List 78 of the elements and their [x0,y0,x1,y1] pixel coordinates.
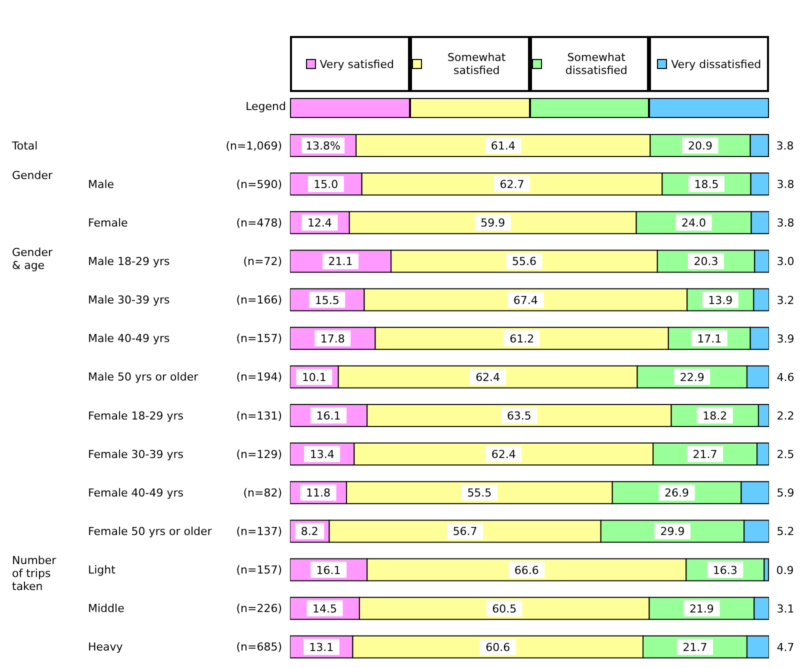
category-label: Female 30-39 yrs (n=129) [88,448,282,461]
data-label: 3.8 [776,216,794,230]
data-label: 56.7 [452,525,478,538]
data-label: 61.4 [490,139,516,152]
category-label: Middle (n=226) [88,602,282,616]
data-label: 22.9 [680,370,704,384]
data-label: 24.0 [682,216,706,230]
data-label: 3.8 [776,178,794,192]
data-label: 15.5 [314,294,340,307]
data-label: 16.1 [316,409,341,422]
category-label: Female (n=478) [88,216,282,230]
category-label: Female 18-29 yrs (n=131) [88,409,282,422]
data-label: 21.1 [328,255,353,268]
data-label: 4.7 [776,640,794,654]
data-label: 10.1 [302,370,326,384]
data-label: 59.9 [480,216,506,230]
category-label: Male 30-39 yrs (n=166) [88,294,282,307]
data-label: 13.1 [309,640,334,654]
data-label: 17.8 [320,332,345,346]
data-label: 12.4 [307,216,332,230]
data-label: 67.4 [513,294,538,307]
data-label: 18.5 [694,178,719,192]
data-label: 2.2 [776,409,794,422]
category-label: Male 18-29 yrs (n=72) [88,255,282,268]
data-label: 3.8 [776,139,794,152]
data-label: 29.9 [660,525,685,538]
legend-label: Very satisfied [320,58,394,70]
category-label: Heavy (n=685) [88,640,282,654]
data-label: 3.1 [776,602,794,616]
data-label: 16.1 [316,564,341,577]
data-label: 60.6 [486,640,510,654]
data-label: 4.6 [776,370,794,384]
data-label: 26.9 [664,486,690,500]
legend-label: Somewhat satisfied [446,51,507,77]
text: Gender [12,168,54,182]
data-label: 13.8% [306,139,341,152]
data-label: 5.9 [776,486,794,500]
data-label: 8.2 [300,525,318,538]
data-label: 62.4 [491,448,516,462]
data-label: 21.7 [682,640,708,654]
category-label: Female 50 yrs or older (n=137) [88,525,282,538]
data-label: 3.2 [776,294,794,307]
category-label: Total (n=1,069) [12,139,282,152]
data-label: 20.3 [694,255,718,268]
data-label: 5.2 [776,525,794,538]
data-label: 21.7 [692,448,718,462]
data-label: 15.0 [314,178,338,192]
category-label: Female 40-49 yrs (n=82) [88,486,282,500]
data-label: 55.6 [512,255,536,268]
text: Number of trips taken [12,554,58,594]
data-label: 17.1 [697,332,722,346]
category-label: Male 40-49 yrs (n=157) [88,332,282,346]
data-label: 21.9 [689,602,714,616]
legend-label: Somewhat dissatisfied [564,51,628,77]
data-label: 62.7 [500,178,524,192]
data-label: 2.5 [776,448,794,462]
legend-title: Legend [244,100,286,113]
data-label: 3.9 [776,332,794,346]
data-label: 0.9 [776,564,794,577]
data-label: 14.5 [312,602,337,616]
category-label: Male (n=590) [88,178,282,191]
data-label: 3.0 [776,255,794,268]
legend-label: Very dissatisfied [671,58,762,70]
data-label: 18.2 [702,409,728,422]
data-label: 60.5 [492,602,517,616]
data-label: 11.8 [306,486,331,500]
data-label: 62.4 [476,370,500,384]
data-label: 61.2 [510,332,534,346]
data-label: 16.3 [712,564,738,577]
data-label: 66.6 [514,564,539,577]
data-label: 13.4 [310,448,334,462]
data-label: 63.5 [506,409,532,422]
data-label: 13.9 [708,294,733,307]
text: Gender & age [12,246,54,272]
data-label: 20.9 [688,139,713,152]
category-label: Male 50 yrs or older (n=194) [88,370,282,384]
data-label: 55.5 [467,486,492,500]
category-label: Light (n=157) [88,564,282,577]
